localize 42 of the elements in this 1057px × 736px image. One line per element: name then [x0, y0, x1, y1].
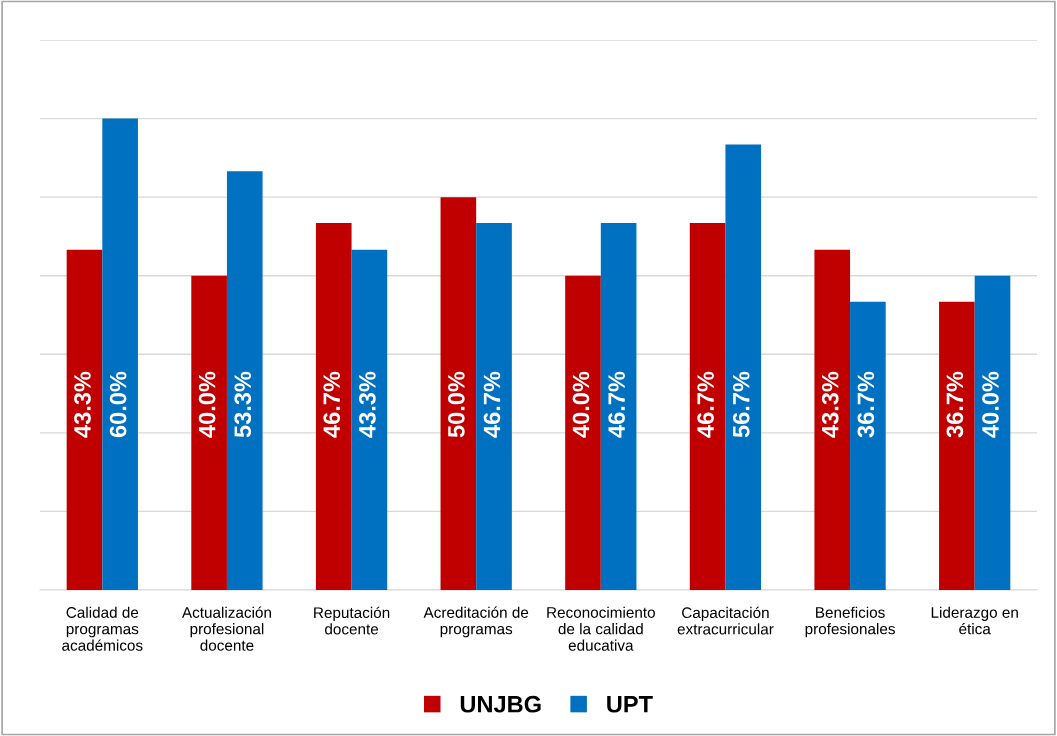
data-label: 43.3%: [74, 371, 91, 438]
bar: [476, 223, 512, 590]
x-tick-label: Capacitación extracurricular: [677, 606, 774, 635]
bar: [66, 249, 103, 590]
x-tick-label: Beneficios profesionales: [805, 606, 895, 638]
bar: [191, 275, 227, 590]
bar: [102, 118, 138, 590]
data-label: 43.3%: [359, 371, 376, 438]
x-tick-label: Acreditación de programas: [423, 606, 529, 638]
x-tick-label: Reconocimiento de la calidad educativa: [547, 606, 655, 651]
legend-label: UPT: [607, 696, 653, 713]
data-label: 50.0%: [447, 371, 465, 438]
legend-label: UNJBG: [460, 695, 541, 713]
data-label: 40.0%: [982, 371, 999, 438]
data-label: 43.3%: [821, 371, 839, 438]
data-label: 56.7%: [732, 371, 750, 438]
data-label: 46.7%: [483, 371, 501, 438]
x-tick-label: Actualización profesional docente: [181, 606, 271, 651]
bar: [689, 223, 726, 590]
data-label: 36.7%: [857, 371, 875, 438]
data-label: 60.0%: [109, 371, 127, 438]
bar: [939, 301, 975, 590]
x-tick-label: Reputación docente: [314, 606, 390, 635]
data-label: 46.7%: [608, 371, 625, 438]
x-tick-label: Calidad de programas académicos: [62, 606, 143, 651]
data-label: 36.7%: [946, 371, 964, 438]
data-label: 46.7%: [697, 371, 714, 438]
bar: [725, 144, 762, 590]
bar: [850, 301, 886, 590]
data-label: 46.7%: [323, 371, 341, 438]
bar: [600, 223, 637, 590]
bar: [440, 197, 477, 590]
data-label: 40.0%: [572, 371, 590, 438]
x-tick-label: Liderazgo en ética: [931, 606, 1018, 635]
data-label: 40.0%: [198, 371, 216, 438]
data-label: 53.3%: [234, 371, 252, 438]
bar: [974, 275, 1011, 590]
bar: [565, 275, 601, 590]
bar: [226, 171, 263, 590]
bar: [814, 249, 851, 590]
bar: [351, 249, 388, 590]
bar: [315, 223, 352, 590]
